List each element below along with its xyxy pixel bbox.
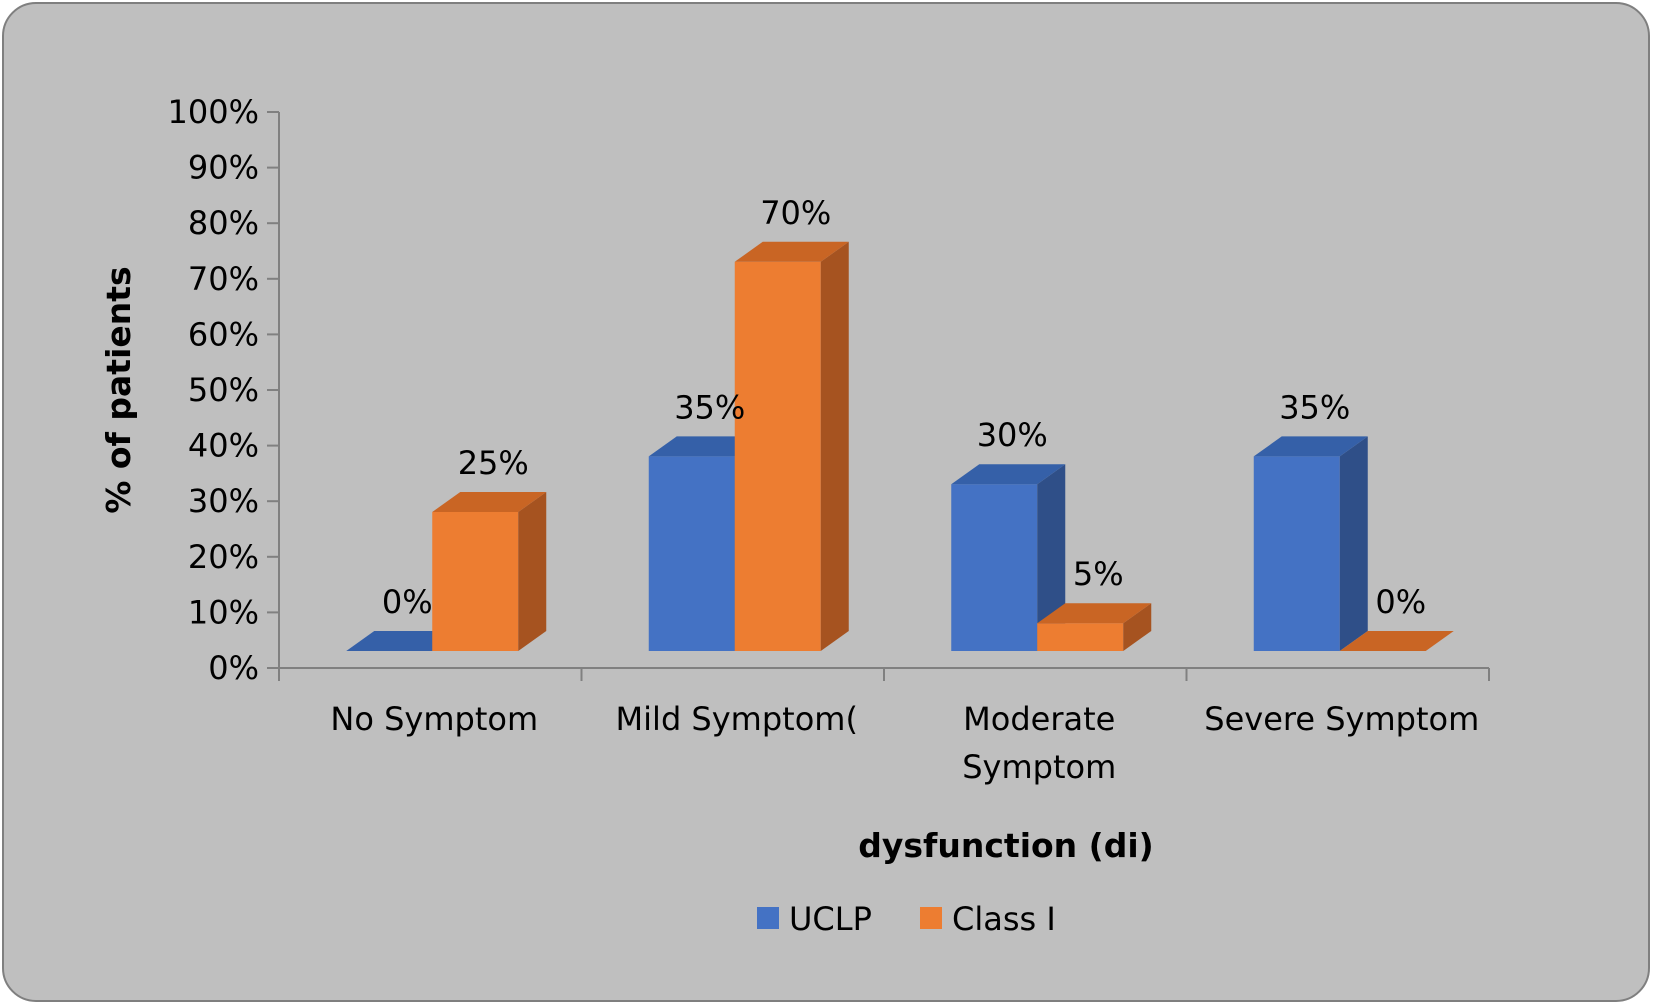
data-label: 70% (760, 194, 831, 232)
y-tick-label: 40% (188, 427, 259, 465)
x-tick-label: No Symptom (330, 700, 538, 738)
x-tick-label: Moderate Symptom (962, 700, 1116, 786)
bar-uclp (1253, 436, 1368, 651)
legend-label: UCLP (789, 900, 872, 938)
bar-side (820, 241, 849, 652)
bar-top (432, 492, 547, 512)
bar-front (734, 261, 821, 651)
bar-top (648, 436, 763, 457)
y-tick-label: 30% (188, 482, 259, 520)
bar-front (1253, 456, 1340, 651)
x-axis-title: dysfunction (di) (858, 826, 1154, 865)
y-tick-label: 50% (188, 371, 259, 409)
legend: UCLP Class I (757, 900, 1056, 938)
y-axis-title: % of patients (99, 266, 138, 513)
data-label: 0% (382, 583, 433, 621)
data-label: 35% (674, 388, 745, 426)
labels: No Symptom Mild Symptom( Moderate Symptom Se… (330, 194, 1479, 786)
bar-uclp (951, 464, 1066, 651)
bar-front (1037, 623, 1124, 651)
y-tick-label: 70% (188, 260, 259, 298)
bar-side (1339, 436, 1368, 651)
data-label: 25% (458, 444, 529, 482)
bar-class-i (1339, 631, 1454, 651)
data-label: 5% (1073, 555, 1124, 593)
legend-item: UCLP (757, 900, 872, 938)
y-tick-label: 20% (188, 538, 259, 576)
legend-item: Class I (920, 900, 1056, 938)
data-label: 35% (1279, 388, 1350, 426)
bar-top (1253, 436, 1368, 457)
bar-side (1123, 603, 1152, 651)
bar-side (518, 492, 547, 651)
y-tick-label: 0% (208, 649, 259, 687)
y-tick-label: 90% (188, 149, 259, 187)
axes: 0% 10% 20% 30% 40% 50% 60% 70% 80% 90% 100% (168, 93, 1490, 687)
y-tick-label: 80% (188, 204, 259, 242)
bar-top (1339, 631, 1454, 651)
bar-front (951, 484, 1038, 651)
bar-top (951, 464, 1066, 485)
bar-class-i (432, 492, 547, 651)
bar-front (432, 512, 519, 651)
bar-top (346, 631, 461, 651)
y-tick-label: 10% (188, 593, 259, 631)
bar-top (734, 241, 849, 262)
bar-front (648, 456, 735, 651)
y-tick-label: 100% (168, 93, 259, 131)
legend-label: Class I (952, 900, 1056, 938)
legend-swatch (757, 907, 779, 929)
bar-class-i (1037, 603, 1152, 651)
legend-swatch (920, 907, 942, 929)
data-label: 30% (977, 416, 1048, 454)
x-tick-label: Mild Symptom( (616, 700, 858, 738)
bar-uclp (346, 631, 461, 651)
bars (346, 241, 1454, 652)
x-tick-label: Severe Symptom (1204, 700, 1479, 738)
data-label: 0% (1375, 583, 1426, 621)
y-tick-label: 60% (188, 315, 259, 353)
bar-side (1037, 464, 1066, 651)
bar-top (1037, 603, 1152, 624)
bar-class-i (734, 241, 849, 652)
